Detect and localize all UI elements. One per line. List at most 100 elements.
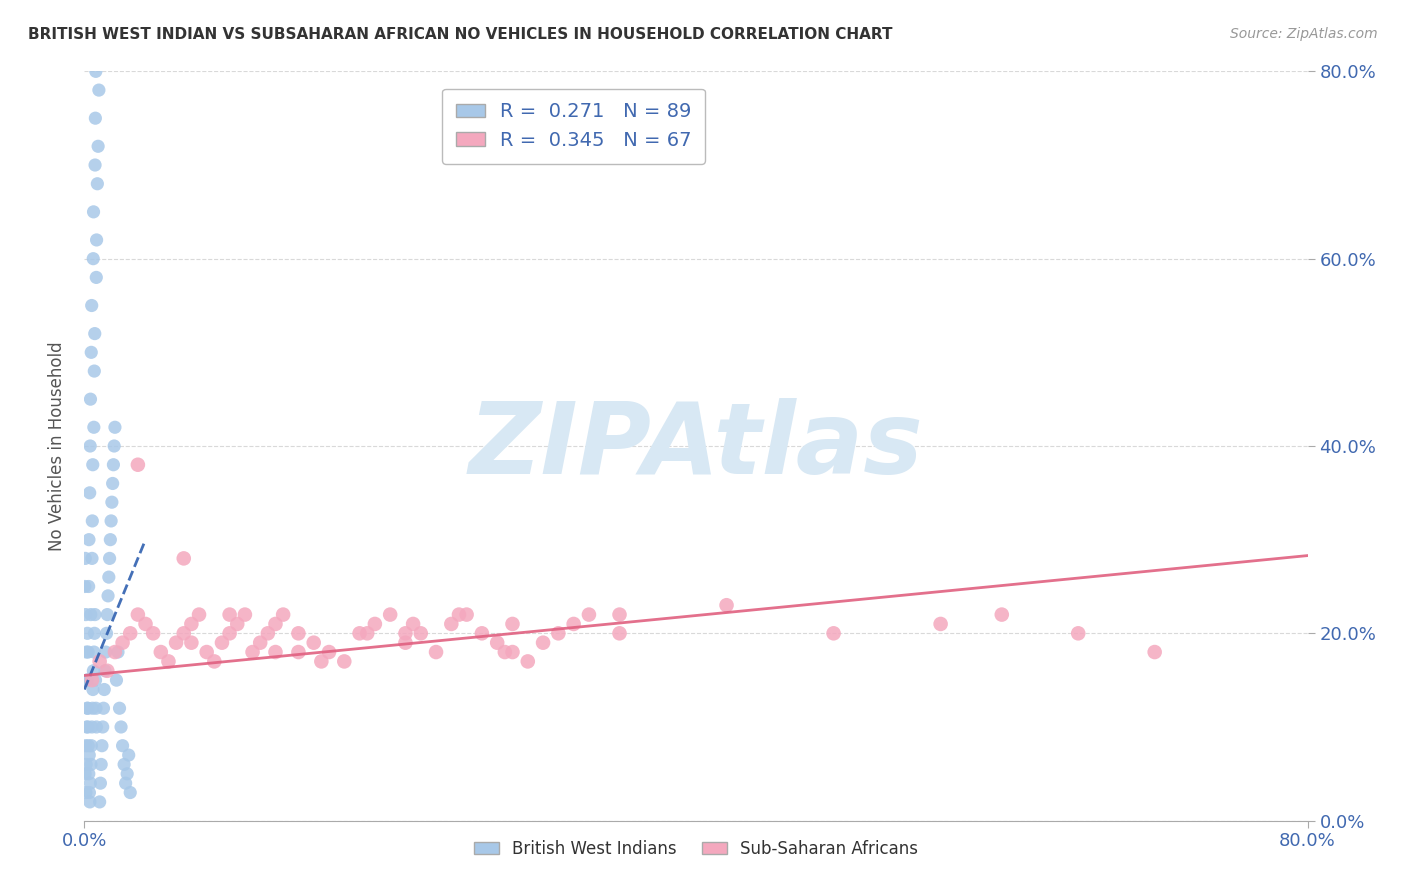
Point [84, 673, 107, 688]
Point [218, 626, 240, 640]
Point [311, 655, 333, 669]
Point [75, 607, 97, 622]
Point [257, 626, 280, 640]
Y-axis label: No Vehicles in Household: No Vehicles in Household [48, 341, 66, 551]
Point [76, 701, 98, 715]
Point [516, 655, 538, 669]
Point [96, 607, 118, 622]
Point [83, 326, 105, 341]
Point [84, 607, 107, 622]
Point [118, 747, 141, 762]
Point [77, 645, 100, 659]
Point [89, 655, 111, 669]
Point [609, 626, 631, 640]
Text: ZIPAtlas: ZIPAtlas [468, 398, 924, 494]
Point [578, 607, 600, 622]
Point [77, 720, 100, 734]
Point [83, 645, 105, 659]
Point [271, 607, 294, 622]
Point [502, 617, 524, 632]
Point [80, 551, 103, 566]
Point [83, 364, 105, 378]
Point [89, 776, 111, 790]
Point [264, 645, 287, 659]
Point [107, 645, 129, 659]
Point [83, 626, 105, 640]
Point [242, 645, 264, 659]
Point [98, 551, 121, 566]
Text: Source: ZipAtlas.com: Source: ZipAtlas.com [1230, 27, 1378, 41]
Point [486, 635, 509, 649]
Point [86, 177, 108, 191]
Point [135, 617, 157, 632]
Point [402, 617, 425, 632]
Point [94, 664, 117, 678]
Point [80, 757, 103, 772]
Point [716, 599, 738, 613]
Point [84, 64, 107, 78]
Point [110, 720, 132, 734]
Point [104, 420, 127, 434]
Point [84, 158, 107, 172]
Point [76, 701, 98, 715]
Point [80, 673, 103, 688]
Point [929, 617, 952, 632]
Point [447, 607, 470, 622]
Point [77, 767, 100, 781]
Point [97, 589, 120, 603]
Point [364, 617, 387, 632]
Point [456, 607, 478, 622]
Point [425, 645, 447, 659]
Point [84, 270, 107, 285]
Point [226, 617, 249, 632]
Point [80, 607, 103, 622]
Point [96, 664, 118, 678]
Point [77, 747, 100, 762]
Point [149, 645, 172, 659]
Point [609, 607, 631, 622]
Point [86, 233, 108, 247]
Point [77, 533, 100, 547]
Point [264, 617, 287, 632]
Point [188, 607, 211, 622]
Point [80, 739, 103, 753]
Point [120, 786, 142, 800]
Point [79, 795, 101, 809]
Point [195, 645, 218, 659]
Point [287, 626, 309, 640]
Point [77, 739, 100, 753]
Point [103, 439, 125, 453]
Point [502, 645, 524, 659]
Point [77, 580, 100, 594]
Point [202, 655, 225, 669]
Point [100, 514, 122, 528]
Point [75, 767, 97, 781]
Point [82, 701, 104, 715]
Point [120, 626, 142, 640]
Point [101, 495, 124, 509]
Point [82, 664, 104, 678]
Point [87, 83, 110, 97]
Point [79, 439, 101, 453]
Point [93, 682, 115, 697]
Point [75, 645, 97, 659]
Point [112, 757, 135, 772]
Point [79, 776, 101, 790]
Point [380, 607, 402, 622]
Point [111, 635, 134, 649]
Point [333, 655, 356, 669]
Point [394, 626, 416, 640]
Point [180, 635, 202, 649]
Point [86, 720, 108, 734]
Point [84, 112, 107, 126]
Point [97, 570, 120, 584]
Point [471, 626, 494, 640]
Point [356, 626, 378, 640]
Point [82, 682, 104, 697]
Point [249, 635, 271, 649]
Point [991, 607, 1014, 622]
Point [83, 420, 105, 434]
Point [76, 720, 98, 734]
Point [98, 533, 121, 547]
Point [349, 626, 371, 640]
